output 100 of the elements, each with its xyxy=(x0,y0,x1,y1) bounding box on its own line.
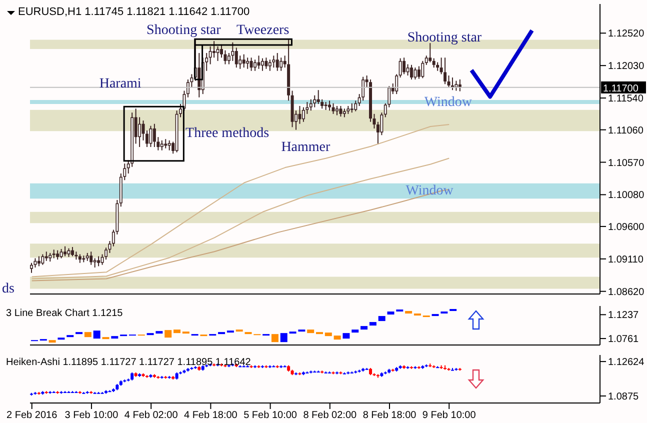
x-tick-label: 4 Feb 02:00 xyxy=(124,410,178,422)
y-tick-label: 1.12030 xyxy=(608,61,645,72)
candlestick xyxy=(421,60,424,79)
bar xyxy=(369,322,376,326)
candlestick xyxy=(264,57,268,70)
y-tick-label: 1.09110 xyxy=(608,254,644,266)
candlestick xyxy=(272,55,276,68)
candlestick xyxy=(250,57,253,72)
candlestick xyxy=(414,67,417,80)
candlestick xyxy=(30,262,33,274)
candlestick xyxy=(90,251,93,266)
candlestick xyxy=(231,42,234,62)
candlestick xyxy=(257,55,260,70)
candlestick xyxy=(60,248,63,259)
candlestick xyxy=(350,102,354,114)
candlestick xyxy=(268,59,272,72)
bar xyxy=(84,332,92,338)
ref-line-label: 1.11700 xyxy=(603,83,639,94)
candlestick xyxy=(149,125,152,148)
candlestick xyxy=(444,57,447,85)
candlestick xyxy=(339,105,342,118)
candlestick xyxy=(395,74,398,95)
candlestick xyxy=(454,80,458,92)
candlestick xyxy=(417,66,420,80)
annotation: Hammer xyxy=(281,140,331,155)
candlestick xyxy=(398,58,402,78)
candlestick xyxy=(138,116,142,148)
bar xyxy=(48,340,56,343)
candlestick xyxy=(164,138,168,149)
bar xyxy=(164,330,172,338)
x-tick-label: 8 Feb 18:00 xyxy=(362,410,417,422)
bar xyxy=(378,316,386,322)
annotation: Window xyxy=(406,184,454,199)
bar xyxy=(387,312,394,315)
candlestick xyxy=(447,75,450,88)
candlestick xyxy=(410,64,413,80)
candlestick xyxy=(160,140,164,151)
candlestick xyxy=(432,58,436,68)
y-tick-label: 1.11060 xyxy=(608,125,644,136)
y-tick-label: 1.12520 xyxy=(608,28,645,40)
candlestick xyxy=(97,256,100,267)
annotation: Shooting star xyxy=(146,22,222,38)
y-tick-label: 1.12624 xyxy=(608,357,645,368)
candlestick xyxy=(216,46,220,62)
candlestick xyxy=(56,250,60,260)
bar xyxy=(307,330,314,334)
x-tick-label: 5 Feb 10:00 xyxy=(244,410,298,422)
bar xyxy=(352,330,359,333)
candlestick xyxy=(212,40,216,58)
bar xyxy=(174,330,180,334)
bar xyxy=(324,332,332,336)
candlestick xyxy=(298,105,302,124)
y-tick-label: 1.1237 xyxy=(608,310,640,322)
candlestick xyxy=(309,98,312,112)
candlestick xyxy=(37,256,40,267)
candlestick xyxy=(70,246,74,257)
candlestick xyxy=(254,59,257,72)
candlestick xyxy=(406,64,410,76)
y-tick-label: 1.0875 xyxy=(608,392,640,403)
chart-title: Heiken-Ashi 1.11895 1.11727 1.11727 1.11895 1.11642 xyxy=(6,357,252,368)
candlestick xyxy=(354,100,358,112)
y-tick-label: 1.08620 xyxy=(608,286,645,298)
bar xyxy=(342,333,350,339)
candlestick xyxy=(152,123,156,148)
candlestick xyxy=(246,57,250,70)
x-tick-label: 8 Feb 02:00 xyxy=(303,410,358,422)
chart-title: EURUSD,H1 1.11745 1.11821 1.11642 1.11700 xyxy=(18,6,250,18)
candlestick xyxy=(313,94,316,108)
candlestick xyxy=(93,258,96,268)
candlestick xyxy=(276,52,279,72)
candlestick xyxy=(316,90,320,104)
y-tick-label: 1.10080 xyxy=(608,190,645,202)
annotation: Harami xyxy=(99,76,142,92)
candlestick xyxy=(280,57,283,72)
y-tick-label: 1.11540 xyxy=(608,94,644,105)
candlestick xyxy=(260,58,264,72)
candlestick xyxy=(328,100,332,112)
candlestick xyxy=(402,57,406,75)
annotation: Shooting star xyxy=(407,30,482,46)
x-tick-label: 4 Feb 18:00 xyxy=(184,410,238,422)
bar xyxy=(271,334,278,342)
annotation: Three methods xyxy=(186,126,270,142)
bar xyxy=(334,336,341,340)
bar xyxy=(360,326,368,330)
candlestick xyxy=(242,54,246,68)
bar xyxy=(111,336,118,339)
chart-title: 3 Line Break Chart 1.1215 xyxy=(6,308,124,319)
candlestick xyxy=(238,55,242,70)
y-tick-label: 1.10570 xyxy=(608,158,645,169)
annotation: Tweezers xyxy=(236,22,290,38)
candlestick xyxy=(234,47,238,68)
candlestick xyxy=(335,105,338,116)
candlestick xyxy=(224,50,227,65)
bar xyxy=(405,311,412,314)
x-tick-label: 9 Feb 10:00 xyxy=(422,410,476,422)
text: ds xyxy=(2,282,15,297)
candlestick xyxy=(428,42,432,63)
x-tick-label: 2 Feb 2016 xyxy=(6,410,58,422)
y-tick-label: 1.0761 xyxy=(608,334,640,346)
candlestick xyxy=(41,254,44,266)
